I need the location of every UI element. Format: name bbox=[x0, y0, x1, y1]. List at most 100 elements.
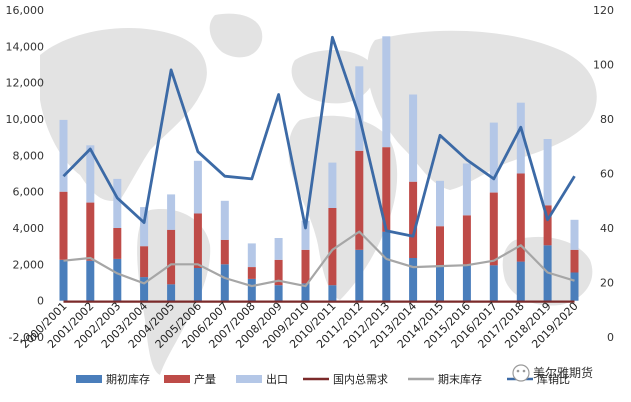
bar-segment-1 bbox=[274, 285, 283, 301]
right-tick-label: 20 bbox=[600, 277, 614, 290]
bar-segment-2 bbox=[543, 205, 552, 246]
left-axis: -2,000 0 2,000 4,000 6,000 8,000 10,000 12,000 1… bbox=[6, 4, 45, 344]
legend-swatch-1 bbox=[76, 375, 102, 383]
line-series-3 bbox=[62, 35, 576, 238]
bar-segment-2 bbox=[409, 181, 418, 258]
bar-segment-1 bbox=[570, 272, 579, 301]
bar-segment-1 bbox=[382, 231, 391, 301]
line-series-2 bbox=[63, 230, 575, 288]
bar-segment-3 bbox=[462, 163, 471, 216]
left-tick-label: 8,000 bbox=[13, 149, 45, 162]
right-tick-label: 80 bbox=[600, 113, 614, 126]
bar-segment-3 bbox=[409, 94, 418, 182]
bar-segment-3 bbox=[193, 160, 202, 214]
bar-segment-1 bbox=[301, 283, 310, 301]
bar-segment-1 bbox=[193, 268, 202, 301]
category-axis: 2000/20012001/20022002/20032003/20042004… bbox=[18, 300, 581, 351]
right-tick-label: 0 bbox=[607, 331, 614, 344]
bar-segment-2 bbox=[328, 208, 337, 286]
bar-segment-2 bbox=[59, 191, 68, 260]
bar-segment-2 bbox=[220, 239, 229, 265]
bar-segment-2 bbox=[167, 229, 176, 285]
legend-label-4: 国内总需求 bbox=[333, 372, 388, 386]
bar-segment-3 bbox=[382, 36, 391, 148]
bar-segment-2 bbox=[113, 228, 122, 259]
bar-segment-3 bbox=[59, 119, 68, 192]
bar-segment-2 bbox=[516, 173, 525, 262]
bar-segment-1 bbox=[113, 258, 122, 301]
bar-segment-1 bbox=[140, 277, 149, 301]
right-tick-label: 120 bbox=[593, 4, 614, 17]
bar-segment-2 bbox=[193, 213, 202, 268]
europe-shape bbox=[291, 50, 375, 104]
line-series bbox=[62, 35, 576, 303]
right-tick-label: 100 bbox=[593, 59, 614, 72]
legend-label-3: 出口 bbox=[266, 372, 288, 386]
left-tick-label: -2,000 bbox=[9, 331, 44, 344]
left-tick-label: 14,000 bbox=[6, 40, 45, 53]
left-tick-label: 16,000 bbox=[6, 4, 45, 17]
right-tick-label: 60 bbox=[600, 168, 614, 181]
left-tick-label: 6,000 bbox=[13, 186, 45, 199]
bar-segment-1 bbox=[247, 278, 256, 301]
bar-segment-3 bbox=[113, 178, 122, 228]
bar-segment-2 bbox=[247, 267, 256, 279]
left-tick-label: 2,000 bbox=[13, 258, 45, 271]
bar-segment-1 bbox=[462, 265, 471, 301]
legend-label-5: 期末库存 bbox=[438, 372, 482, 386]
bar-segment-2 bbox=[140, 246, 149, 278]
bar-segment-1 bbox=[489, 265, 498, 301]
bar-segment-2 bbox=[570, 249, 579, 273]
bar-segment-2 bbox=[436, 226, 444, 267]
bar-segment-2 bbox=[489, 192, 498, 266]
bar-segment-3 bbox=[220, 200, 229, 240]
bar-segment-2 bbox=[301, 249, 310, 284]
bar-segment-3 bbox=[570, 219, 579, 250]
bar-segment-3 bbox=[328, 162, 337, 208]
bar-segment-3 bbox=[355, 66, 364, 151]
bar-segment-1 bbox=[355, 249, 364, 301]
legend: 期初库存 产量 出口 国内总需求 期末库存 库销比 bbox=[76, 372, 570, 386]
legend-swatch-2 bbox=[164, 375, 190, 383]
legend-label-1: 期初库存 bbox=[106, 372, 150, 386]
bar-segment-1 bbox=[86, 260, 95, 301]
bar-segment-1 bbox=[167, 284, 176, 301]
watermark-icon-dot-2 bbox=[522, 369, 526, 373]
bar-segment-1 bbox=[220, 264, 229, 301]
bar-segment-1 bbox=[328, 285, 337, 301]
bar-segment-2 bbox=[382, 147, 391, 232]
bar-segment-3 bbox=[543, 139, 552, 206]
legend-label-6: 库销比 bbox=[537, 372, 570, 386]
bar-segment-1 bbox=[516, 261, 525, 301]
right-axis: 0 20 40 60 80 100 120 bbox=[593, 4, 614, 344]
greenland-shape bbox=[209, 13, 263, 58]
watermark-icon bbox=[512, 364, 530, 382]
bar-segment-3 bbox=[301, 220, 310, 250]
bar-segment-3 bbox=[140, 207, 149, 247]
right-tick-label: 40 bbox=[600, 222, 614, 235]
asia-shape bbox=[367, 30, 597, 191]
bar-segment-3 bbox=[489, 122, 498, 193]
left-tick-label: 0 bbox=[37, 295, 44, 308]
watermark-text: 美尔雅期货 bbox=[533, 365, 593, 380]
bar-segment-3 bbox=[436, 180, 444, 227]
bar-segment-2 bbox=[86, 202, 95, 261]
legend-swatch-3 bbox=[236, 375, 262, 383]
left-tick-label: 12,000 bbox=[6, 77, 45, 90]
left-tick-label: 4,000 bbox=[13, 222, 45, 235]
bar-segment-2 bbox=[462, 215, 471, 266]
bar-segment-3 bbox=[247, 243, 256, 267]
bar-segment-3 bbox=[86, 145, 95, 203]
bar-segment-3 bbox=[274, 238, 283, 260]
watermark: 美尔雅期货 bbox=[512, 364, 593, 382]
bar-segment-2 bbox=[355, 150, 364, 250]
watermark-icon-dot bbox=[516, 369, 520, 373]
bar-segment-1 bbox=[59, 259, 68, 301]
legend-label-2: 产量 bbox=[194, 372, 216, 386]
bar-segment-3 bbox=[516, 102, 525, 174]
bar-segment-1 bbox=[409, 258, 418, 301]
bar-segment-1 bbox=[436, 266, 444, 301]
bar-segment-3 bbox=[167, 194, 176, 230]
